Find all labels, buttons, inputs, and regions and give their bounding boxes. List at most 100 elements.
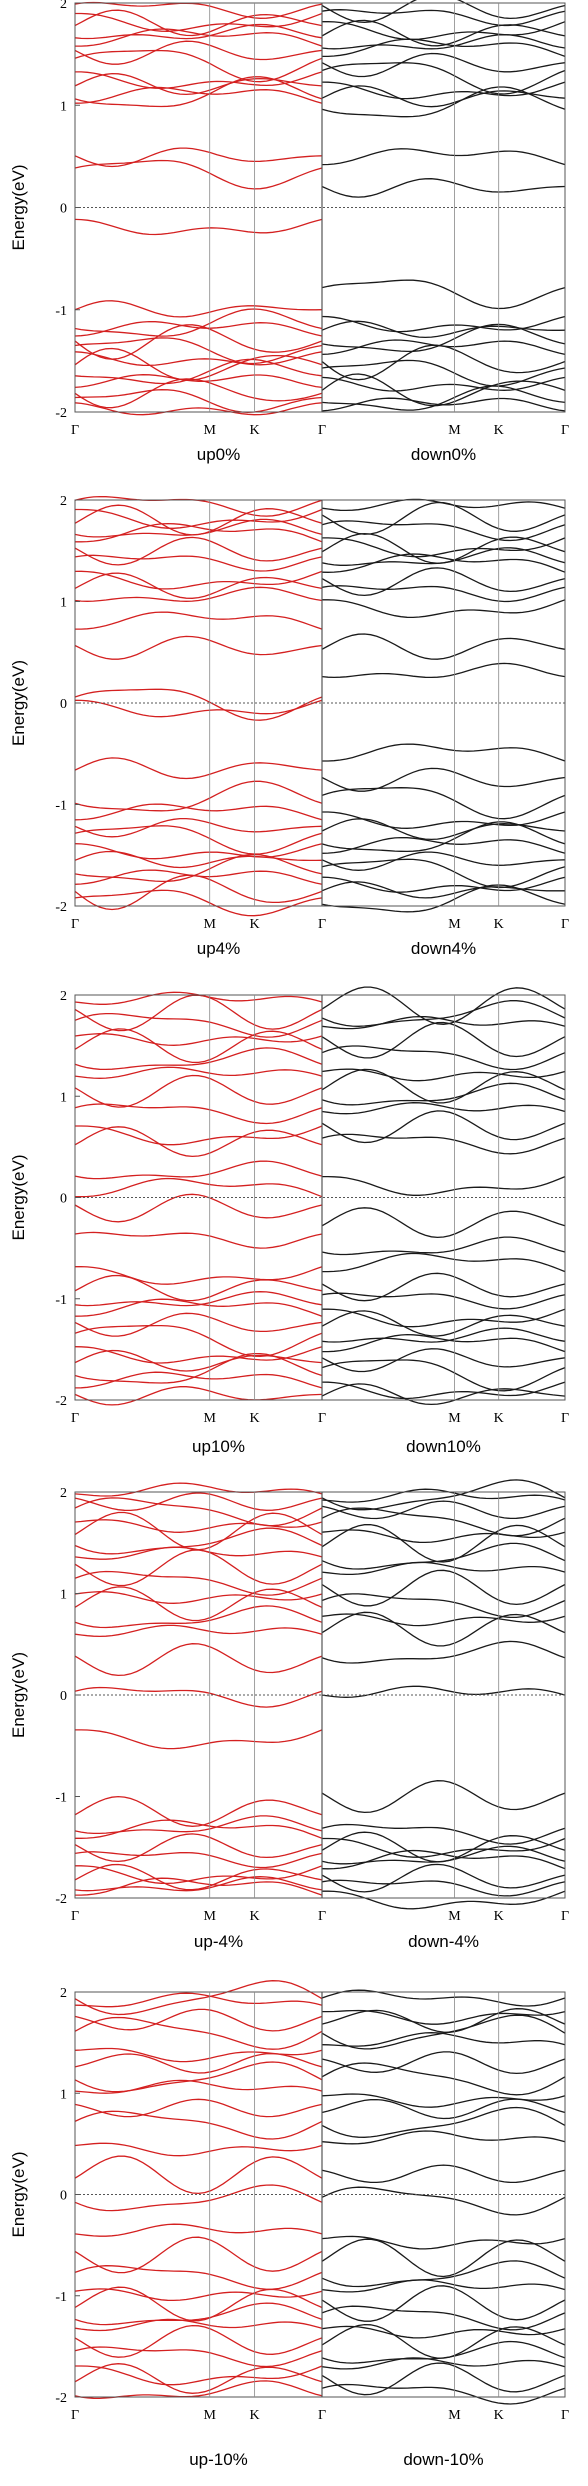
band-line-down	[321, 1500, 566, 1520]
band-line-up	[74, 2302, 323, 2326]
band-line-up	[74, 374, 323, 389]
band-line-down	[321, 0, 566, 24]
band-line-down	[321, 2062, 566, 2096]
band-line-down	[322, 2009, 566, 2025]
band-line-up	[74, 1876, 323, 1892]
band-line-down	[321, 2164, 566, 2184]
band-line-down	[321, 1780, 566, 1814]
band-line-up	[74, 1795, 323, 1827]
band-line-up	[74, 536, 323, 566]
band-line-up	[74, 2061, 323, 2093]
band-line-down	[321, 1831, 566, 1863]
panel-caption-down: down4%	[411, 939, 476, 958]
band-line-down	[321, 1561, 566, 1576]
band-line-down	[322, 1837, 566, 1858]
x-tick-label: Γ	[318, 423, 326, 438]
panel-caption-up: up-10%	[189, 2450, 248, 2469]
band-line-down	[321, 884, 566, 913]
band-line-down	[321, 2285, 566, 2322]
y-axis-label: Energy(eV)	[9, 165, 28, 251]
y-axis-label: Energy(eV)	[9, 2152, 28, 2238]
band-line-down	[321, 836, 566, 854]
band-line-up	[75, 1865, 323, 1885]
band-line-up	[74, 2236, 323, 2274]
band-line-down	[321, 821, 566, 853]
y-tick-label: -2	[55, 2391, 67, 2406]
band-line-down	[321, 1611, 566, 1647]
band-line-up	[74, 2223, 323, 2237]
band-line-down	[321, 376, 566, 392]
band-line-up	[74, 2142, 323, 2157]
band-line-up	[74, 389, 323, 413]
x-tick-label: Γ	[71, 423, 79, 438]
band-line-up	[74, 572, 323, 599]
x-tick-label: M	[203, 423, 216, 438]
x-tick-label: M	[203, 1909, 216, 1924]
band-line-down	[321, 2093, 566, 2108]
band-line-up	[74, 699, 323, 718]
band-line-down	[322, 21, 566, 41]
band-line-up	[74, 300, 323, 318]
panel-caption-up: up0%	[197, 445, 240, 464]
band-line-up	[74, 2016, 323, 2050]
band-line-up	[74, 1074, 323, 1108]
band-line-up	[74, 2288, 323, 2302]
band-line-up	[74, 1231, 323, 1249]
band-line-down	[321, 1021, 566, 1059]
band-line-down	[321, 2362, 566, 2396]
band-line-down	[321, 373, 566, 407]
band-line-up	[74, 1324, 323, 1358]
band-line-down	[321, 2235, 566, 2250]
band-line-down	[321, 2032, 566, 2047]
band-line-up	[74, 803, 323, 821]
band-line-down	[321, 62, 566, 95]
band-line-down	[321, 851, 566, 871]
band-line-down	[321, 2325, 566, 2339]
band-line-down	[322, 1308, 566, 1328]
band-line-up	[74, 1346, 323, 1364]
band-line-down	[321, 1989, 566, 2007]
band-line-down	[321, 553, 566, 573]
band-line-down	[321, 498, 566, 512]
band-line-down	[322, 537, 566, 558]
band-line-down	[321, 1507, 566, 1537]
band-line-up	[74, 2380, 323, 2400]
band-line-down	[321, 2279, 566, 2293]
x-tick-label: M	[203, 1411, 216, 1426]
y-axis-label: Energy(eV)	[9, 660, 28, 746]
y-tick-label: 2	[60, 989, 67, 1004]
band-line-down	[321, 81, 566, 100]
x-tick-label: Γ	[71, 1909, 79, 1924]
band-line-down	[321, 1102, 566, 1115]
panel-caption-down: down-4%	[408, 1932, 479, 1951]
band-line-down	[321, 2130, 566, 2145]
band-line-down	[321, 315, 566, 333]
x-tick-label: Γ	[561, 1411, 569, 1426]
band-line-down	[321, 279, 566, 310]
band-line-down	[321, 1640, 566, 1664]
panel-caption-up: up10%	[192, 1437, 245, 1456]
y-tick-label: -2	[55, 900, 67, 915]
band-line-up	[75, 12, 323, 32]
band-line-up	[74, 308, 323, 337]
band-line-up	[75, 2365, 323, 2386]
band-line-up	[74, 23, 323, 40]
band-line-up	[75, 71, 323, 90]
band-line-up	[74, 1863, 323, 1891]
band-line-up	[74, 1371, 323, 1389]
band-line-down	[321, 1359, 566, 1392]
band-line-up	[74, 2286, 323, 2322]
band-line-up	[74, 2155, 323, 2195]
band-line-down	[321, 34, 566, 50]
band-line-down	[322, 599, 566, 619]
band-line-down	[321, 2305, 566, 2331]
band-line-down	[322, 1333, 566, 1353]
y-tick-label: 1	[60, 596, 67, 611]
y-tick-label: -1	[55, 1293, 67, 1308]
band-line-up	[74, 49, 323, 83]
x-tick-label: Γ	[561, 917, 569, 932]
y-tick-label: 1	[60, 1090, 67, 1105]
y-tick-label: -2	[55, 406, 67, 421]
x-tick-label: M	[203, 2408, 216, 2423]
